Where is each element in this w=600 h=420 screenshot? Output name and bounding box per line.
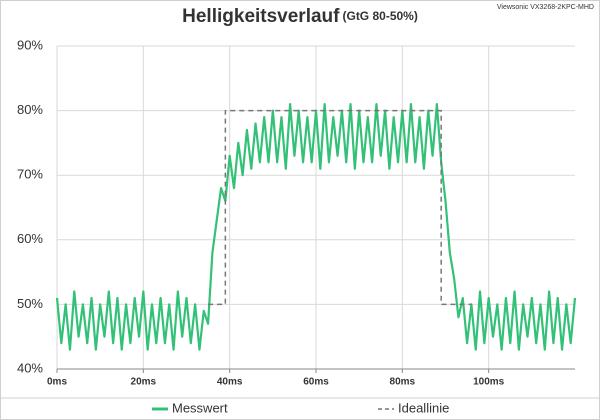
x-tick-label: 0ms [47, 377, 67, 388]
x-tick-label: 60ms [303, 377, 329, 388]
x-tick-label: 80ms [390, 377, 416, 388]
x-tick-label: 40ms [217, 377, 243, 388]
y-tick-label: 90% [17, 37, 43, 52]
title: Helligkeitsverlauf [182, 6, 340, 27]
chart-title: Helligkeitsverlauf (GtG 80-50%) [182, 6, 418, 27]
series-line [208, 109, 472, 306]
x-tick-label: 100ms [473, 377, 505, 388]
subtitle: (GtG 80-50%) [342, 9, 417, 23]
y-tick-label: 60% [17, 231, 43, 246]
x-tick-label: 20ms [131, 377, 157, 388]
y-tick-label: 50% [17, 296, 43, 311]
legend-label: Ideallinie [398, 400, 449, 415]
legend-label: Messwert [172, 400, 228, 415]
y-tick-label: 80% [17, 102, 43, 117]
y-tick-label: 40% [17, 360, 43, 375]
annotation: Viewsonic VX3268-2KPC-MHD [497, 4, 594, 11]
y-tick-label: 70% [17, 167, 43, 182]
